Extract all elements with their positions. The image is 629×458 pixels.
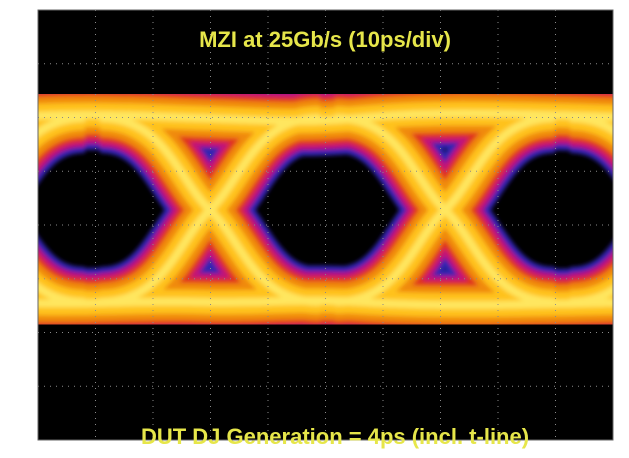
caption: DUT DJ Generation = 4ps (incl. t-line) [141, 424, 529, 449]
screen [38, 10, 613, 440]
page: MZI at 25Gb/s (10ps/div) DUT DJ Generati… [0, 0, 629, 458]
oscilloscope-screenshot: MZI at 25Gb/s (10ps/div) DUT DJ Generati… [0, 0, 629, 458]
title: MZI at 25Gb/s (10ps/div) [199, 27, 451, 52]
